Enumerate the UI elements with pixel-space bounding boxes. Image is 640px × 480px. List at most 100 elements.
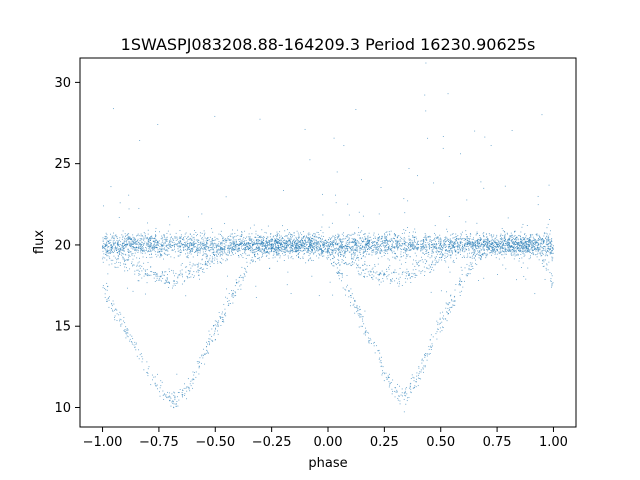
data-point <box>338 255 339 257</box>
data-point <box>271 240 273 242</box>
data-point <box>150 247 152 249</box>
data-point <box>461 269 463 271</box>
data-point <box>155 227 157 229</box>
data-point <box>211 239 213 241</box>
data-point <box>241 248 243 250</box>
data-point <box>449 238 451 240</box>
data-point <box>413 245 415 247</box>
data-point <box>449 246 451 248</box>
data-point <box>125 267 127 269</box>
data-point <box>470 264 472 265</box>
data-point <box>217 262 219 264</box>
data-point <box>287 245 289 247</box>
data-point <box>282 240 284 242</box>
data-point <box>285 250 287 252</box>
data-point <box>466 243 468 245</box>
data-point <box>234 244 236 246</box>
data-point <box>297 236 299 238</box>
data-point <box>483 245 485 247</box>
data-point <box>184 246 186 248</box>
data-point <box>302 244 304 246</box>
data-point <box>103 248 105 249</box>
data-point <box>455 251 457 253</box>
data-point <box>350 301 352 303</box>
data-point <box>122 244 123 246</box>
data-point <box>203 245 204 246</box>
data-point <box>307 241 309 243</box>
data-point <box>111 305 113 307</box>
data-point <box>322 214 324 216</box>
data-point <box>442 246 444 248</box>
data-point <box>382 244 384 246</box>
data-point <box>205 246 207 247</box>
data-point <box>427 255 429 257</box>
data-point <box>407 243 409 244</box>
data-point <box>284 243 286 245</box>
data-point <box>334 252 336 254</box>
data-point <box>183 281 185 283</box>
data-point <box>172 400 174 402</box>
data-point <box>456 246 458 248</box>
data-point <box>344 262 346 264</box>
data-point <box>126 244 128 246</box>
data-point <box>283 251 285 253</box>
data-point <box>504 241 506 243</box>
data-point <box>197 253 199 255</box>
data-point <box>370 248 372 249</box>
data-point <box>494 245 496 247</box>
data-point <box>230 244 232 246</box>
data-point <box>275 245 277 247</box>
data-point <box>265 242 267 244</box>
data-point <box>285 245 287 247</box>
data-point <box>439 237 441 239</box>
data-point <box>338 249 340 251</box>
data-point <box>198 250 200 252</box>
data-point <box>525 236 527 238</box>
data-point <box>257 234 259 236</box>
data-point <box>127 236 129 238</box>
data-point <box>192 263 194 265</box>
data-point <box>473 243 475 245</box>
data-point <box>167 244 169 246</box>
data-point <box>527 248 529 250</box>
data-point <box>376 242 378 244</box>
data-point <box>278 241 280 243</box>
data-point <box>388 381 390 383</box>
data-point <box>115 234 117 236</box>
data-point <box>366 251 368 253</box>
data-point <box>457 242 459 243</box>
data-point <box>471 255 473 257</box>
data-point <box>170 405 172 407</box>
data-point <box>302 240 304 242</box>
data-point <box>119 320 120 322</box>
chart-title: 1SWASPJ083208.88-164209.3 Period 16230.9… <box>121 35 536 54</box>
data-point <box>348 243 350 245</box>
data-point <box>221 321 223 323</box>
data-point <box>176 281 178 282</box>
data-point <box>235 247 237 249</box>
data-point <box>500 233 502 235</box>
data-point <box>494 240 496 242</box>
data-point <box>384 242 386 244</box>
data-point <box>540 255 542 257</box>
data-point <box>289 252 291 254</box>
data-point <box>358 257 359 259</box>
data-point <box>504 244 506 246</box>
data-point <box>386 271 388 273</box>
data-point <box>535 244 537 246</box>
data-point <box>108 256 110 258</box>
data-point <box>138 235 140 237</box>
data-point <box>329 281 331 283</box>
data-point <box>432 246 434 248</box>
data-point <box>408 249 410 251</box>
data-point <box>109 296 110 298</box>
data-point <box>433 244 435 246</box>
data-point <box>440 251 442 253</box>
data-point <box>429 236 431 238</box>
data-point <box>540 243 542 245</box>
data-point <box>382 278 384 280</box>
data-point <box>240 284 242 286</box>
data-point <box>553 245 554 247</box>
data-point <box>356 305 358 307</box>
data-point <box>410 386 411 388</box>
